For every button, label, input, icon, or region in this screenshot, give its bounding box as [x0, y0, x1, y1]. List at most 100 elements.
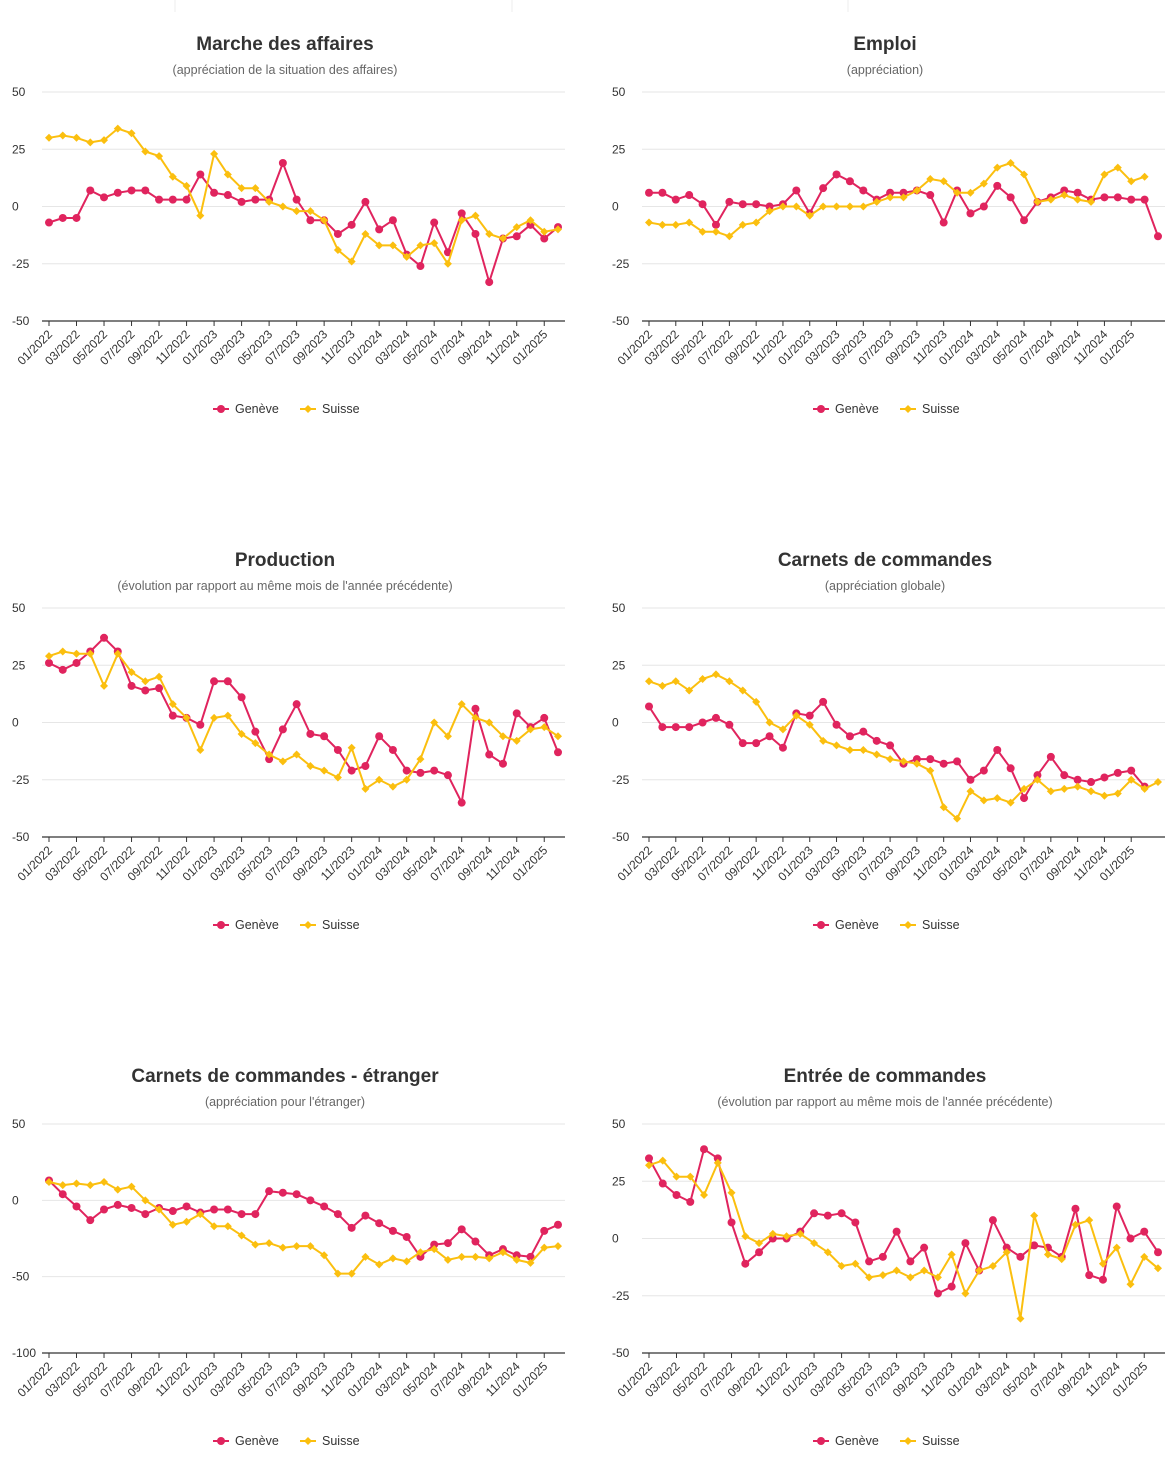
- data-point-geneve[interactable]: [926, 191, 935, 200]
- data-point-geneve[interactable]: [685, 191, 694, 200]
- data-point-geneve[interactable]: [1071, 1204, 1080, 1213]
- data-point-geneve[interactable]: [100, 1205, 109, 1214]
- data-point-suisse[interactable]: [966, 188, 975, 197]
- data-point-geneve[interactable]: [912, 755, 921, 764]
- data-point-suisse[interactable]: [100, 681, 109, 690]
- data-point-geneve[interactable]: [920, 1243, 929, 1252]
- data-point-geneve[interactable]: [141, 1210, 150, 1219]
- data-point-suisse[interactable]: [306, 207, 315, 216]
- data-point-geneve[interactable]: [45, 658, 53, 667]
- data-point-suisse[interactable]: [416, 755, 425, 764]
- data-point-suisse[interactable]: [72, 1179, 81, 1188]
- data-point-geneve[interactable]: [512, 1251, 521, 1260]
- data-point-geneve[interactable]: [512, 709, 521, 718]
- data-point-suisse[interactable]: [375, 775, 384, 784]
- data-point-geneve[interactable]: [837, 1209, 846, 1218]
- data-point-geneve[interactable]: [457, 209, 466, 218]
- data-point-suisse[interactable]: [168, 172, 177, 181]
- data-point-geneve[interactable]: [182, 195, 191, 204]
- data-point-geneve[interactable]: [711, 713, 720, 722]
- data-point-geneve[interactable]: [939, 759, 948, 768]
- data-point-suisse[interactable]: [845, 745, 854, 754]
- data-point-suisse[interactable]: [72, 133, 81, 142]
- data-point-geneve[interactable]: [141, 686, 150, 695]
- data-point-suisse[interactable]: [182, 713, 191, 722]
- data-point-suisse[interactable]: [402, 775, 411, 784]
- data-point-geneve[interactable]: [306, 216, 315, 225]
- data-point-geneve[interactable]: [755, 1248, 764, 1257]
- data-point-suisse[interactable]: [540, 1243, 549, 1252]
- data-point-suisse[interactable]: [127, 129, 136, 138]
- data-point-suisse[interactable]: [251, 739, 260, 748]
- data-point-suisse[interactable]: [430, 239, 439, 248]
- data-point-geneve[interactable]: [333, 229, 342, 238]
- data-point-suisse[interactable]: [443, 259, 452, 268]
- data-point-suisse[interactable]: [1098, 1259, 1107, 1268]
- data-point-suisse[interactable]: [865, 1273, 874, 1282]
- data-point-geneve[interactable]: [388, 1226, 397, 1235]
- data-point-suisse[interactable]: [1085, 1216, 1094, 1225]
- data-point-geneve[interactable]: [86, 186, 95, 195]
- data-point-geneve[interactable]: [1100, 773, 1109, 782]
- data-point-suisse[interactable]: [792, 711, 801, 720]
- data-point-geneve[interactable]: [953, 757, 962, 766]
- data-point-geneve[interactable]: [471, 704, 480, 713]
- data-point-geneve[interactable]: [939, 218, 948, 227]
- data-point-suisse[interactable]: [113, 1185, 122, 1194]
- legend-item-suisse[interactable]: Suisse: [300, 918, 360, 932]
- data-point-suisse[interactable]: [805, 211, 814, 220]
- data-point-geneve[interactable]: [402, 1232, 411, 1241]
- data-point-suisse[interactable]: [58, 647, 67, 656]
- data-point-geneve[interactable]: [899, 188, 908, 197]
- data-point-suisse[interactable]: [975, 1266, 984, 1275]
- data-point-geneve[interactable]: [819, 697, 828, 706]
- data-point-suisse[interactable]: [1140, 1252, 1149, 1261]
- data-point-geneve[interactable]: [375, 732, 384, 741]
- data-point-suisse[interactable]: [265, 1239, 274, 1248]
- data-point-suisse[interactable]: [471, 1252, 480, 1261]
- data-point-suisse[interactable]: [755, 1239, 764, 1248]
- data-point-suisse[interactable]: [1073, 195, 1082, 204]
- data-point-suisse[interactable]: [333, 246, 342, 255]
- data-point-suisse[interactable]: [872, 750, 881, 759]
- data-point-suisse[interactable]: [168, 700, 177, 709]
- data-point-suisse[interactable]: [953, 188, 962, 197]
- data-point-suisse[interactable]: [711, 227, 720, 236]
- data-point-suisse[interactable]: [237, 184, 246, 193]
- data-point-geneve[interactable]: [361, 762, 370, 771]
- data-point-geneve[interactable]: [141, 186, 150, 195]
- data-point-suisse[interactable]: [45, 1178, 53, 1187]
- data-point-geneve[interactable]: [485, 750, 494, 759]
- data-point-suisse[interactable]: [765, 207, 774, 216]
- data-point-geneve[interactable]: [196, 170, 205, 179]
- data-point-suisse[interactable]: [86, 649, 95, 658]
- data-point-geneve[interactable]: [645, 702, 653, 711]
- legend-item-geneve[interactable]: Genève: [213, 918, 279, 932]
- data-point-suisse[interactable]: [375, 241, 384, 250]
- data-point-suisse[interactable]: [645, 218, 653, 227]
- data-point-suisse[interactable]: [725, 232, 734, 241]
- data-point-suisse[interactable]: [988, 1261, 997, 1270]
- data-point-geneve[interactable]: [645, 188, 653, 197]
- data-point-suisse[interactable]: [1002, 1248, 1011, 1257]
- data-point-geneve[interactable]: [1060, 771, 1069, 780]
- data-point-suisse[interactable]: [388, 241, 397, 250]
- data-point-geneve[interactable]: [58, 1190, 67, 1199]
- data-point-suisse[interactable]: [471, 211, 480, 220]
- data-point-suisse[interactable]: [1006, 798, 1015, 807]
- data-point-geneve[interactable]: [886, 188, 895, 197]
- data-point-suisse[interactable]: [320, 216, 329, 225]
- data-point-geneve[interactable]: [765, 202, 774, 211]
- data-point-geneve[interactable]: [86, 1216, 95, 1225]
- data-point-suisse[interactable]: [805, 720, 814, 729]
- data-point-suisse[interactable]: [727, 1188, 736, 1197]
- data-point-suisse[interactable]: [926, 175, 935, 184]
- data-point-geneve[interactable]: [671, 195, 680, 204]
- data-point-geneve[interactable]: [333, 745, 342, 754]
- data-point-suisse[interactable]: [86, 138, 95, 147]
- data-point-geneve[interactable]: [540, 1226, 549, 1235]
- data-point-suisse[interactable]: [155, 672, 164, 681]
- data-point-geneve[interactable]: [168, 711, 177, 720]
- data-point-geneve[interactable]: [933, 1289, 942, 1298]
- data-point-suisse[interactable]: [320, 766, 329, 775]
